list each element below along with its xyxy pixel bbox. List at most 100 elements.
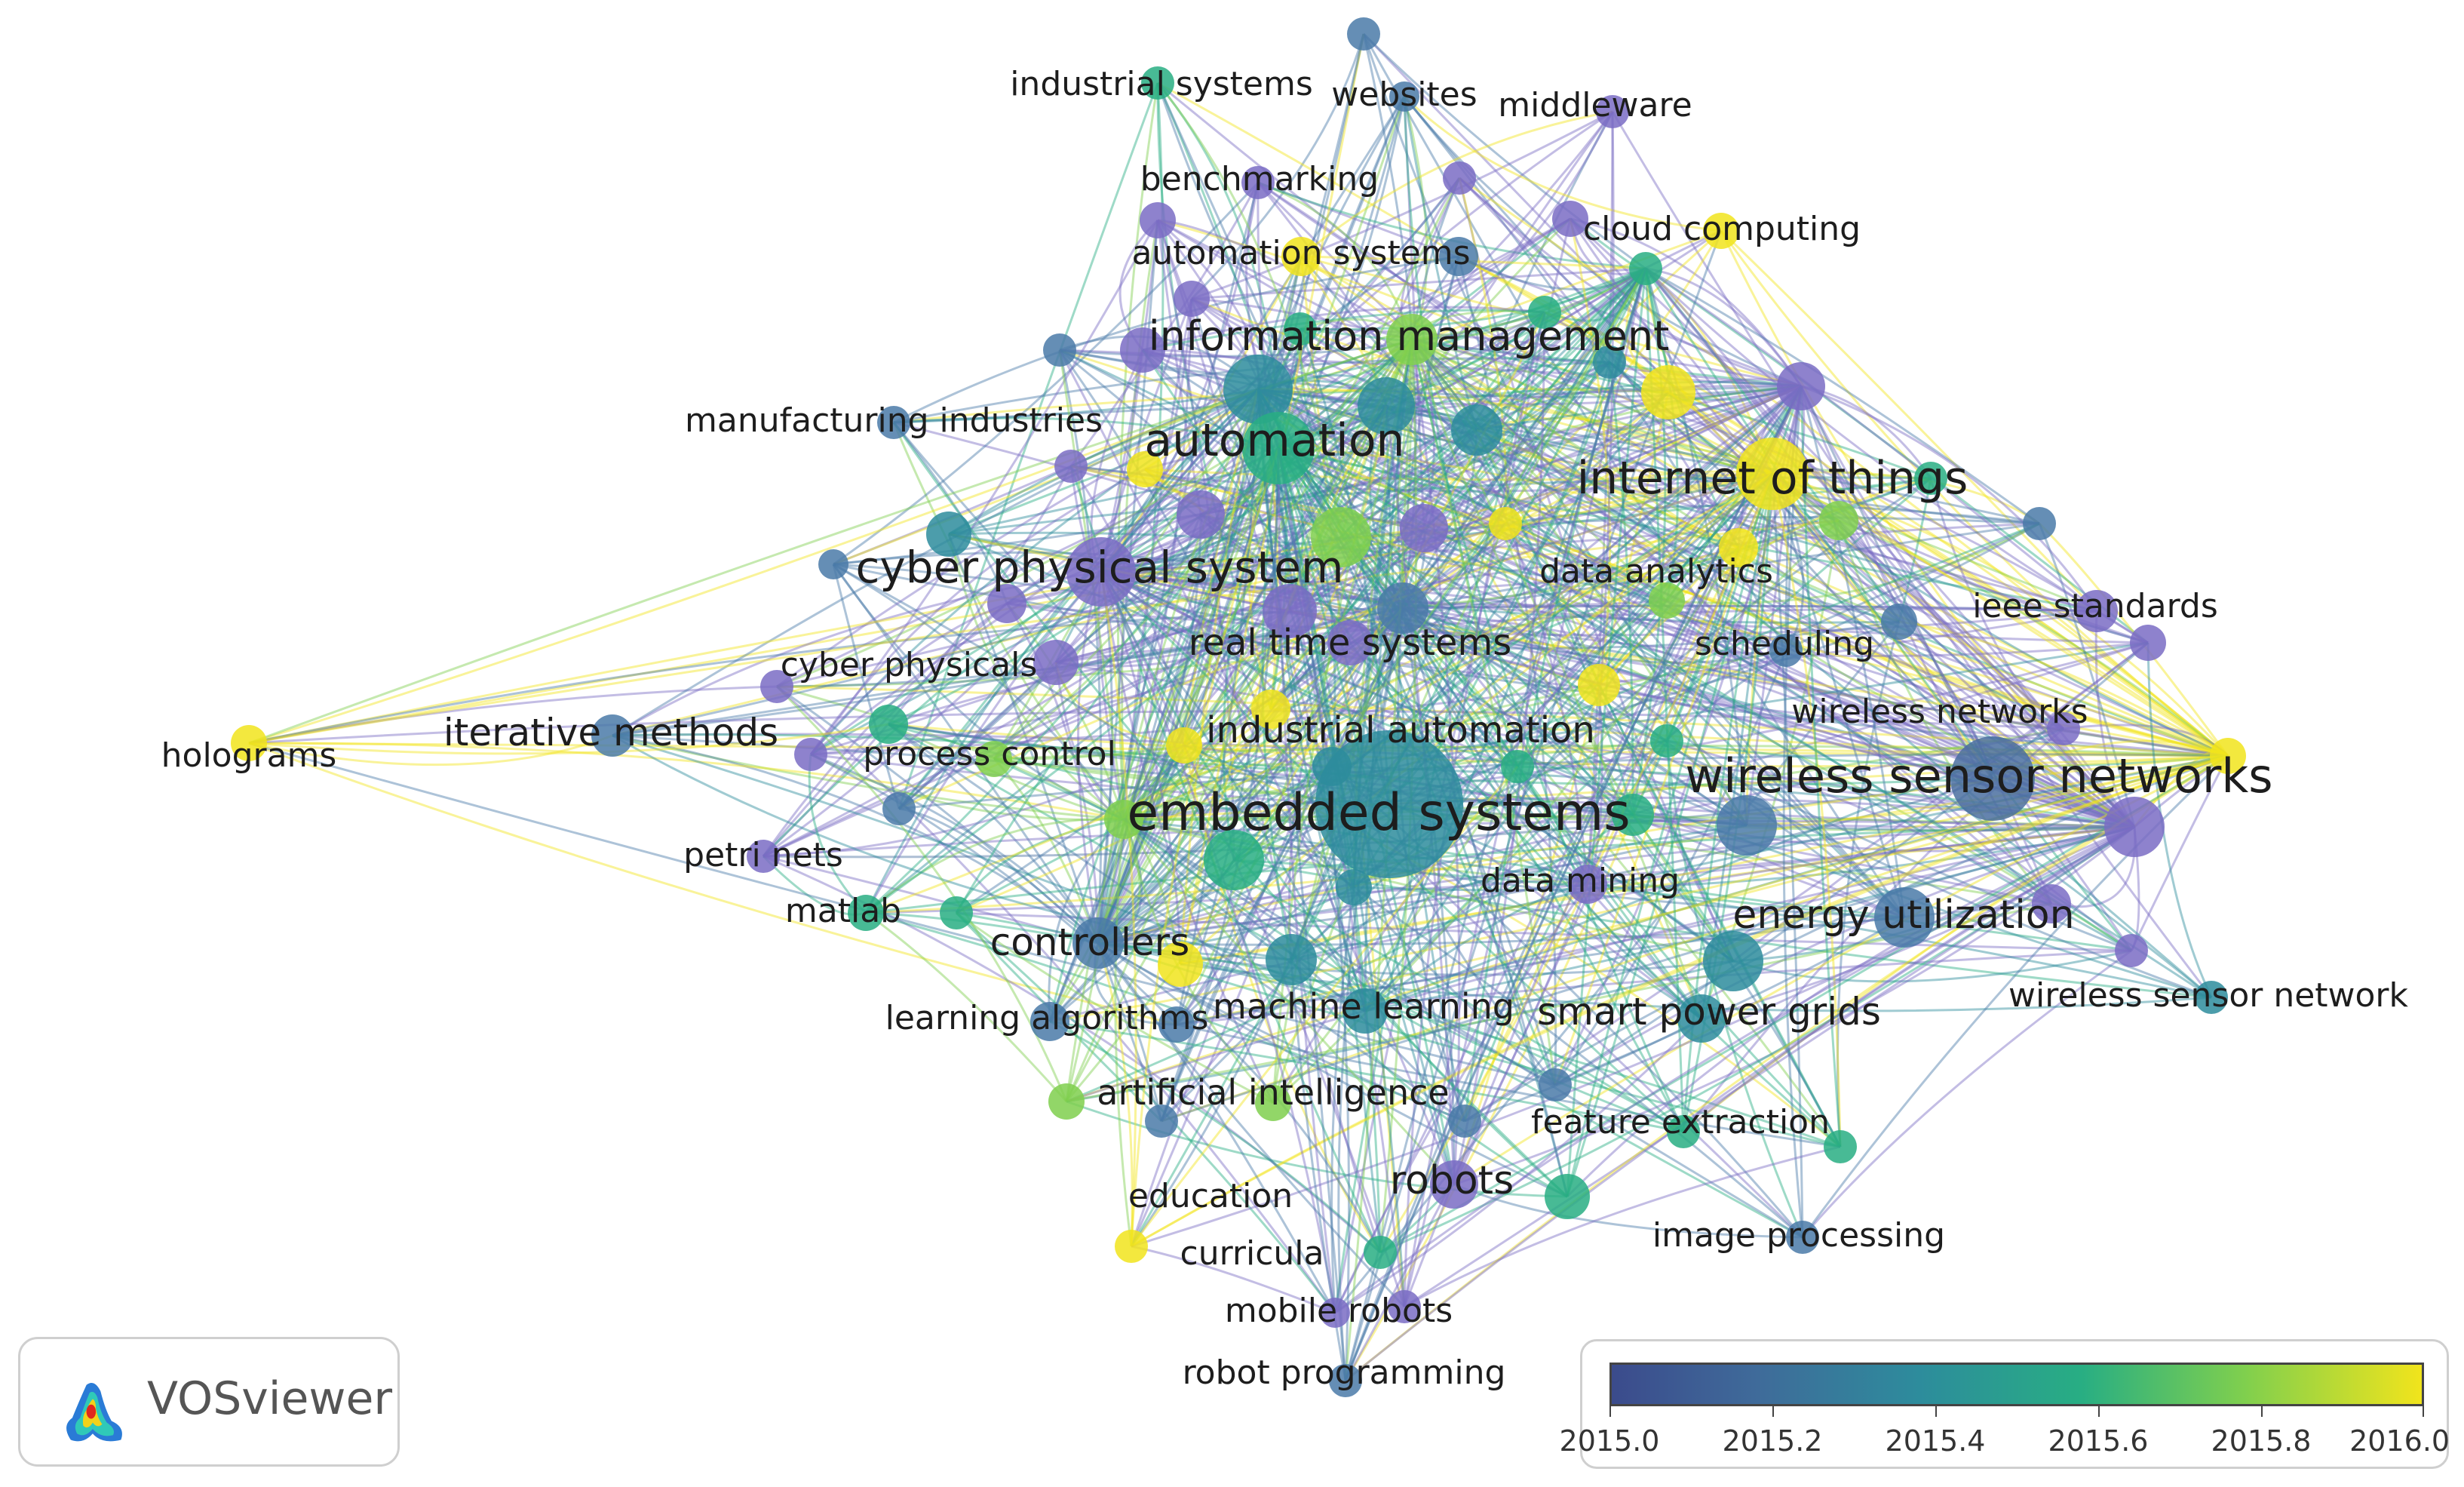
network-node[interactable] bbox=[1950, 736, 2035, 821]
network-node[interactable] bbox=[1439, 237, 1478, 276]
network-node[interactable] bbox=[1140, 202, 1176, 238]
network-node[interactable] bbox=[1158, 942, 1203, 987]
label-internet-of-things[interactable]: internet of things bbox=[1577, 452, 1968, 505]
label-ieee-standards[interactable]: ieee standards bbox=[1972, 587, 2218, 625]
network-node[interactable] bbox=[976, 741, 1012, 777]
network-node[interactable] bbox=[1881, 604, 1917, 640]
network-node[interactable] bbox=[1489, 507, 1522, 540]
network-node[interactable] bbox=[1166, 727, 1202, 763]
network-node[interactable] bbox=[1358, 377, 1415, 435]
network-node[interactable] bbox=[1255, 1085, 1291, 1121]
network-node[interactable] bbox=[1072, 917, 1124, 969]
label-scheduling[interactable]: scheduling bbox=[1695, 625, 1874, 663]
network-node[interactable] bbox=[882, 792, 916, 825]
network-node[interactable] bbox=[877, 406, 910, 439]
network-node[interactable] bbox=[2104, 797, 2165, 857]
label-matlab[interactable]: matlab bbox=[785, 892, 901, 930]
network-node[interactable] bbox=[1174, 281, 1210, 317]
network-node[interactable] bbox=[1501, 750, 1534, 783]
network-node[interactable] bbox=[1650, 724, 1683, 757]
label-learning-algorithms[interactable]: learning algorithms bbox=[885, 999, 1209, 1037]
network-node[interactable] bbox=[1641, 365, 1695, 419]
network-node[interactable] bbox=[1819, 501, 1858, 540]
network-node[interactable] bbox=[2210, 738, 2246, 774]
label-data-mining[interactable]: data mining bbox=[1481, 862, 1680, 900]
label-holograms[interactable]: holograms bbox=[161, 736, 337, 775]
network-node[interactable] bbox=[1552, 201, 1588, 237]
network-node[interactable] bbox=[1115, 1230, 1148, 1263]
network-node[interactable] bbox=[1539, 1068, 1572, 1101]
label-smart-power-grids[interactable]: smart power grids bbox=[1537, 990, 1881, 1034]
network-node[interactable] bbox=[1066, 537, 1136, 607]
label-middleware[interactable]: middleware bbox=[1498, 86, 1692, 124]
network-node[interactable] bbox=[2023, 507, 2056, 540]
label-image-processing[interactable]: image processing bbox=[1652, 1216, 1945, 1255]
network-node[interactable] bbox=[926, 512, 971, 557]
network-node[interactable] bbox=[1241, 166, 1275, 199]
network-node[interactable] bbox=[1717, 795, 1777, 856]
label-manufacturing-industries[interactable]: manufacturing industries bbox=[685, 401, 1103, 440]
network-node[interactable] bbox=[1593, 346, 1626, 379]
network-node[interactable] bbox=[1703, 931, 1763, 991]
label-controllers[interactable]: controllers bbox=[990, 920, 1190, 964]
network-node[interactable] bbox=[2076, 590, 2118, 632]
network-node[interactable] bbox=[231, 725, 267, 761]
network-node[interactable] bbox=[1649, 582, 1685, 619]
label-robot-programming[interactable]: robot programming bbox=[1183, 1353, 1506, 1392]
network-node[interactable] bbox=[1448, 1104, 1481, 1138]
network-node[interactable] bbox=[1719, 528, 1758, 567]
network-node[interactable] bbox=[1400, 504, 1448, 552]
label-data-analytics[interactable]: data analytics bbox=[1539, 552, 1773, 591]
label-industrial-automation[interactable]: industrial automation bbox=[1206, 709, 1595, 751]
network-node[interactable] bbox=[1204, 830, 1264, 890]
network-node[interactable] bbox=[1043, 333, 1076, 367]
network-node[interactable] bbox=[2130, 625, 2166, 661]
label-information-management[interactable]: information management bbox=[1149, 312, 1670, 360]
network-node[interactable] bbox=[1177, 490, 1225, 539]
label-cyber-physicals[interactable]: cyber physicals bbox=[781, 646, 1038, 684]
network-node[interactable] bbox=[1703, 213, 1739, 249]
network-node[interactable] bbox=[2115, 934, 2148, 967]
label-education[interactable]: education bbox=[1128, 1177, 1293, 1215]
network-node[interactable] bbox=[1568, 865, 1607, 904]
network-node[interactable] bbox=[1667, 1115, 1700, 1148]
label-wireless-sensor-networks[interactable]: wireless sensor networks bbox=[1685, 748, 2272, 803]
network-node[interactable] bbox=[1874, 887, 1935, 948]
label-cyber-physical-system[interactable]: cyber physical system bbox=[856, 542, 1344, 593]
label-curricula[interactable]: curricula bbox=[1180, 1234, 1324, 1273]
network-node[interactable] bbox=[1141, 66, 1174, 100]
network-node[interactable] bbox=[1443, 161, 1476, 195]
label-feature-extraction[interactable]: feature extraction bbox=[1531, 1103, 1830, 1141]
network-node[interactable] bbox=[1629, 252, 1662, 285]
network-node[interactable] bbox=[1030, 1002, 1069, 1041]
network-node[interactable] bbox=[1364, 1236, 1397, 1269]
network-node[interactable] bbox=[1145, 1104, 1178, 1138]
network-node[interactable] bbox=[1596, 95, 1629, 128]
network-node[interactable] bbox=[794, 738, 827, 771]
network-node[interactable] bbox=[1386, 314, 1438, 365]
network-node[interactable] bbox=[1777, 362, 1825, 410]
network-node[interactable] bbox=[848, 895, 884, 931]
network-node[interactable] bbox=[1824, 1130, 1857, 1163]
network-node[interactable] bbox=[1914, 462, 1947, 495]
network-node[interactable] bbox=[1389, 81, 1419, 112]
network-node[interactable] bbox=[2195, 981, 2228, 1014]
label-industrial-systems[interactable]: industrial systems bbox=[1010, 65, 1313, 103]
network-node[interactable] bbox=[591, 714, 634, 757]
network-node[interactable] bbox=[1736, 438, 1809, 510]
network-node[interactable] bbox=[1284, 312, 1317, 346]
label-embedded-systems[interactable]: embedded systems bbox=[1127, 783, 1630, 843]
network-node[interactable] bbox=[1281, 237, 1321, 276]
network-node[interactable] bbox=[1528, 296, 1561, 329]
network-node[interactable] bbox=[1786, 1221, 1819, 1254]
label-benchmarking[interactable]: benchmarking bbox=[1140, 160, 1379, 198]
label-real-time-systems[interactable]: real time systems bbox=[1189, 622, 1511, 664]
network-node[interactable] bbox=[760, 670, 793, 703]
network-node[interactable] bbox=[2032, 884, 2071, 923]
network-node[interactable] bbox=[1242, 412, 1315, 484]
label-automation-systems[interactable]: automation systems bbox=[1131, 234, 1470, 272]
network-node[interactable] bbox=[1545, 1174, 1590, 1219]
network-node[interactable] bbox=[1158, 1006, 1195, 1043]
network-node[interactable] bbox=[940, 896, 973, 929]
network-node[interactable] bbox=[1054, 450, 1088, 483]
